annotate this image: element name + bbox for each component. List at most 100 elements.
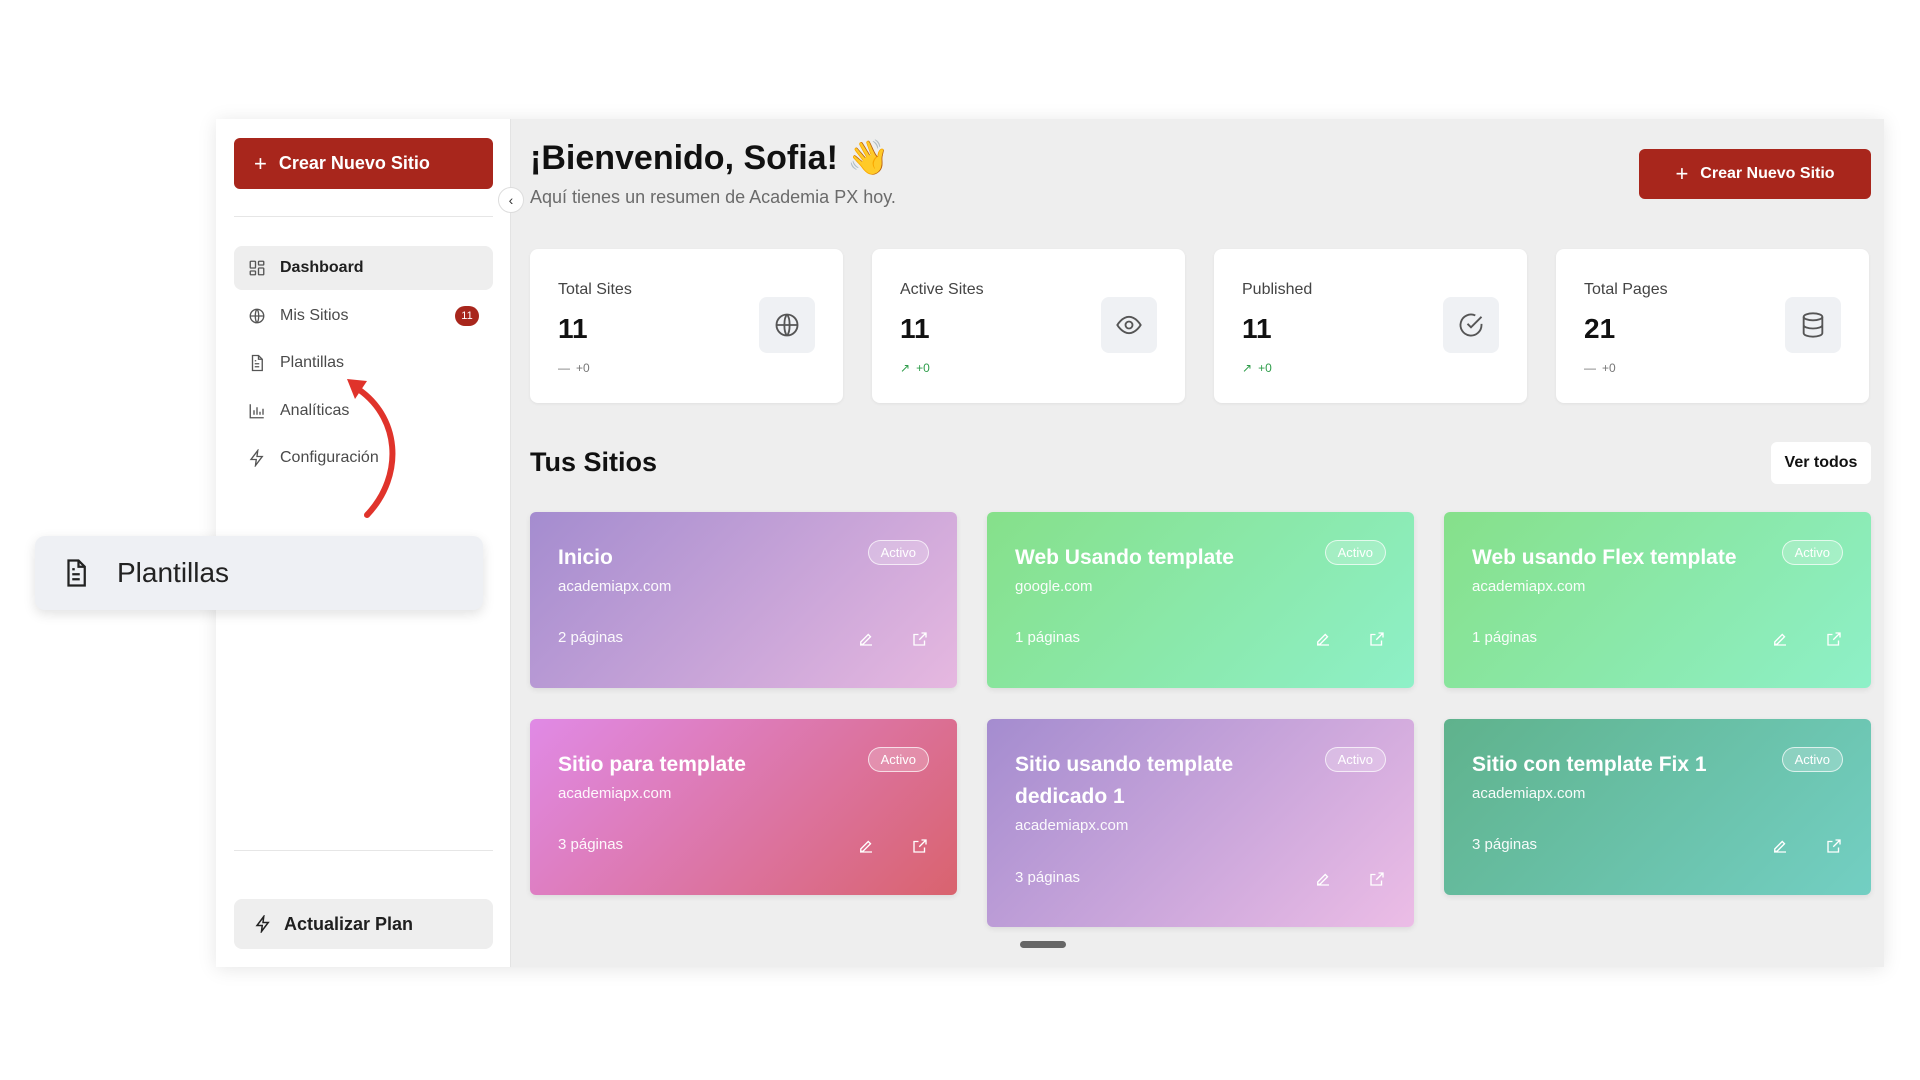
pencil-icon	[1774, 633, 1786, 646]
site-card[interactable]: Sitio para template academiapx.com 3 pág…	[530, 719, 957, 895]
site-card[interactable]: Sitio con template Fix 1 academiapx.com …	[1444, 719, 1871, 895]
open-external-button[interactable]	[1825, 837, 1843, 855]
external-link-icon	[913, 839, 927, 853]
app-window: + Crear Nuevo Sitio Dashboard Mis Sitios…	[216, 119, 1884, 967]
edit-button[interactable]	[1771, 837, 1789, 855]
status-badge: Activo	[1781, 747, 1843, 772]
open-external-button[interactable]	[1368, 870, 1386, 888]
site-actions	[1314, 630, 1386, 648]
open-external-button[interactable]	[911, 630, 929, 648]
site-card[interactable]: Web Usando template google.com 1 páginas…	[987, 512, 1414, 688]
site-pages: 1 páginas	[1472, 629, 1538, 646]
external-link-icon	[913, 632, 927, 646]
sidebar-item-configuracion[interactable]: Configuración	[234, 436, 493, 480]
site-domain: academiapx.com	[1472, 785, 1586, 802]
open-external-button[interactable]	[911, 837, 929, 855]
minus-icon: —	[558, 361, 570, 375]
stat-value: 11	[1242, 313, 1272, 344]
site-domain: academiapx.com	[1015, 817, 1129, 834]
external-link-icon	[1370, 872, 1384, 886]
horizontal-scrollbar-thumb[interactable]	[1020, 941, 1066, 948]
pencil-icon	[1317, 873, 1329, 886]
pointer-arrow-icon	[347, 379, 396, 518]
stat-delta-value: +0	[916, 361, 930, 375]
status-badge: Activo	[1324, 540, 1386, 565]
header-create-site-button[interactable]: + Crear Nuevo Sitio	[1639, 149, 1871, 199]
site-actions	[857, 837, 929, 855]
sidebar-create-site-button[interactable]: + Crear Nuevo Sitio	[234, 138, 493, 189]
open-external-button[interactable]	[1368, 630, 1386, 648]
site-title: Sitio para template	[558, 753, 746, 776]
site-pages: 1 páginas	[1015, 629, 1081, 646]
upgrade-plan-button[interactable]: Actualizar Plan	[234, 899, 493, 949]
header-create-site-label: Crear Nuevo Sitio	[1700, 165, 1835, 182]
upgrade-plan-label: Actualizar Plan	[284, 913, 414, 934]
edit-button[interactable]	[1771, 630, 1789, 648]
stat-value: 11	[900, 313, 930, 344]
check-circle-icon	[1459, 313, 1483, 337]
edit-button[interactable]	[1314, 630, 1332, 648]
sidebar-item-label: Plantillas	[280, 354, 345, 371]
stat-label: Total Sites	[558, 281, 632, 298]
stat-delta-value: +0	[1602, 361, 1616, 375]
sites-count-badge: 11	[455, 305, 479, 326]
sidebar-item-label: Dashboard	[280, 259, 364, 276]
sidebar-create-site-label: Crear Nuevo Sitio	[278, 153, 430, 173]
site-card[interactable]: Inicio academiapx.com 2 páginas Activo	[530, 512, 957, 688]
edit-button[interactable]	[857, 837, 875, 855]
stat-card-published: Published 11 ↗ +0	[1214, 249, 1527, 403]
stat-delta: — +0	[1584, 361, 1616, 375]
edit-button[interactable]	[857, 630, 875, 648]
sidebar-item-mis-sitios[interactable]: Mis Sitios 11	[234, 294, 493, 338]
site-pages: 3 páginas	[1015, 869, 1081, 886]
site-title: Sitio usando template dedicado 1	[1015, 753, 1234, 808]
stat-icon-box	[1785, 297, 1841, 353]
sidebar-item-dashboard[interactable]: Dashboard	[234, 246, 493, 290]
divider	[234, 216, 493, 217]
edit-button[interactable]	[1314, 870, 1332, 888]
site-domain: academiapx.com	[558, 785, 672, 802]
site-title: Inicio	[558, 546, 613, 569]
pencil-icon	[860, 840, 872, 853]
bolt-icon	[249, 449, 264, 467]
collapse-sidebar-button[interactable]: ‹	[498, 187, 524, 213]
stat-card-total-sites: Total Sites 11 — +0	[530, 249, 843, 403]
stat-delta-value: +0	[1258, 361, 1272, 375]
site-domain: google.com	[1015, 578, 1093, 595]
status-badge: Activo	[867, 747, 929, 772]
stat-label: Published	[1242, 281, 1313, 298]
site-domain: academiapx.com	[558, 578, 672, 595]
status-badge: Activo	[1781, 540, 1843, 565]
chevron-left-icon: ‹	[508, 192, 514, 208]
stat-icon-box	[1443, 297, 1499, 353]
site-actions	[1314, 870, 1386, 888]
sidebar-item-label: Analíticas	[280, 401, 350, 419]
sidebar-item-label: Mis Sitios	[280, 306, 349, 324]
document-icon	[251, 354, 263, 372]
pencil-icon	[1317, 633, 1329, 646]
sidebar-item-analiticas[interactable]: Analíticas	[234, 389, 493, 433]
stat-delta: — +0	[558, 361, 590, 375]
stat-card-active-sites: Active Sites 11 ↗ +0	[872, 249, 1185, 403]
open-external-button[interactable]	[1825, 630, 1843, 648]
site-title: Web Usando template	[1015, 546, 1234, 569]
stat-delta: ↗ +0	[900, 361, 930, 375]
sidebar-item-plantillas[interactable]: Plantillas	[234, 341, 493, 385]
stat-icon-box	[1101, 297, 1157, 353]
stat-label: Active Sites	[900, 281, 984, 298]
site-card[interactable]: Sitio usando template dedicado 1 academi…	[987, 719, 1414, 927]
plus-icon: +	[1675, 161, 1689, 186]
dashboard-icon	[249, 260, 265, 276]
pencil-icon	[860, 633, 872, 646]
view-all-button[interactable]: Ver todos	[1771, 442, 1871, 484]
status-badge: Activo	[867, 540, 929, 565]
minus-icon: —	[1584, 361, 1596, 375]
stat-delta-value: +0	[576, 361, 590, 375]
external-link-icon	[1827, 839, 1841, 853]
plantillas-callout: Plantillas	[35, 536, 483, 610]
site-actions	[1771, 630, 1843, 648]
stat-value: 11	[558, 313, 588, 344]
stat-value: 21	[1584, 313, 1616, 344]
site-actions	[1771, 837, 1843, 855]
site-card[interactable]: Web usando Flex template academiapx.com …	[1444, 512, 1871, 688]
